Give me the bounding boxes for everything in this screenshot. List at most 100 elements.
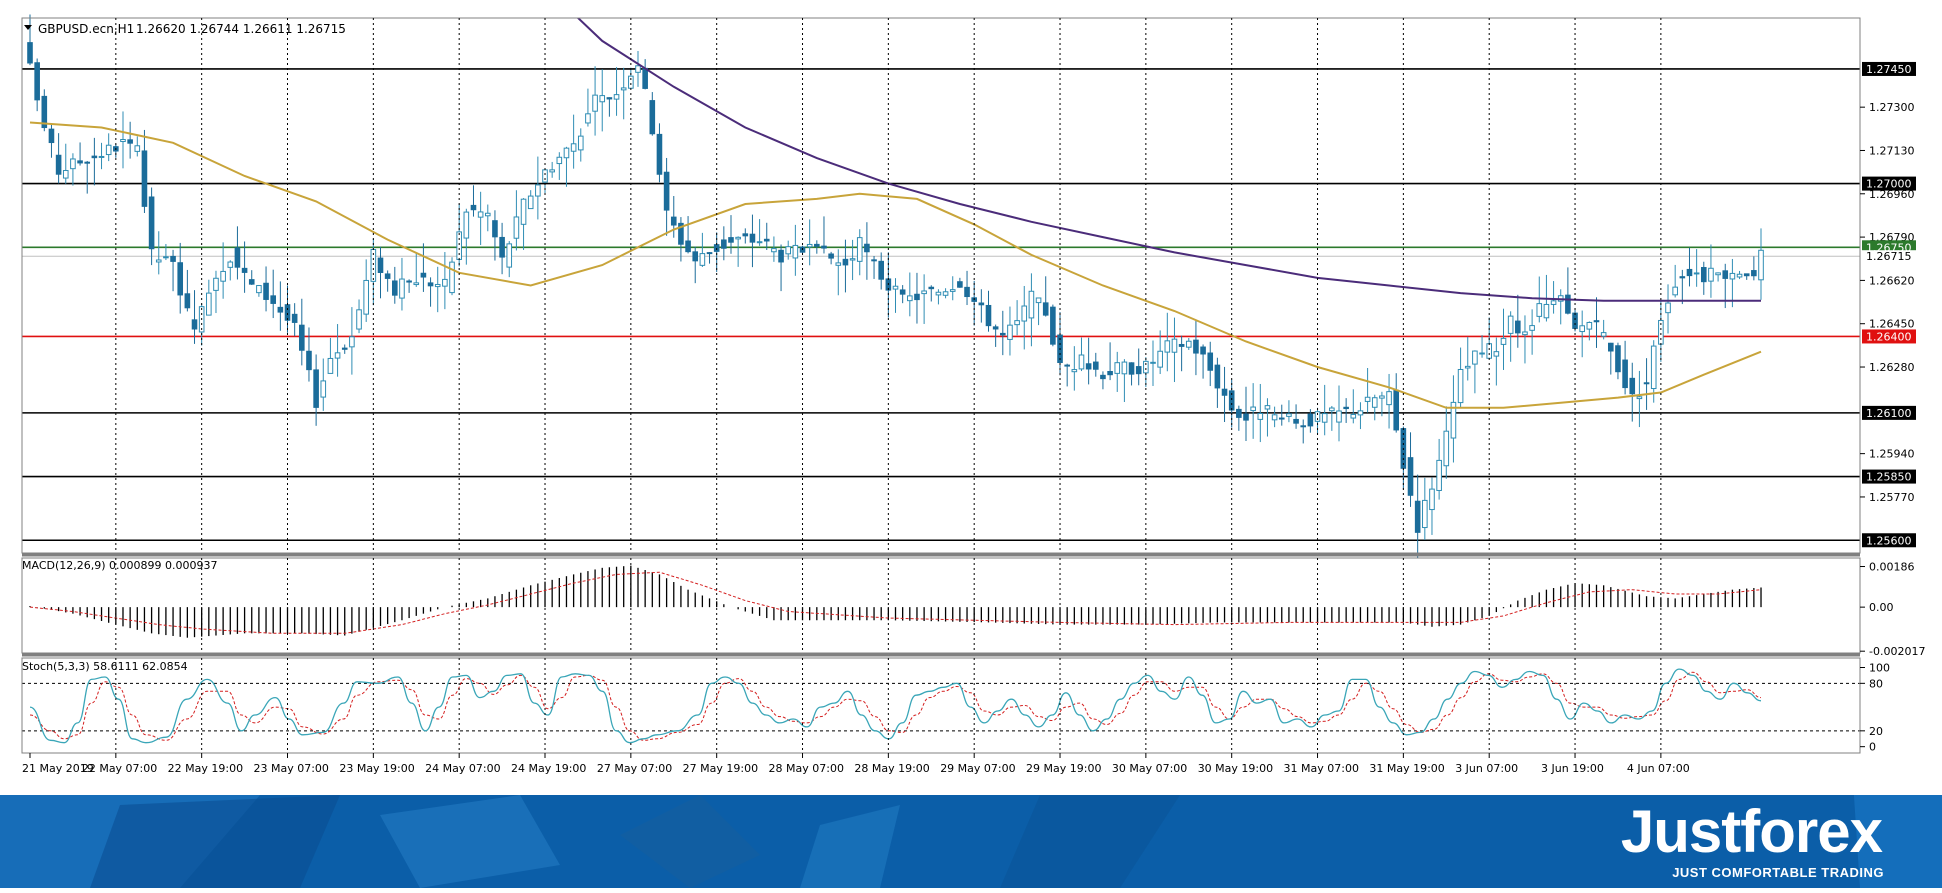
candle[interactable]: [1393, 373, 1400, 433]
candle[interactable]: [384, 270, 391, 292]
candle[interactable]: [964, 270, 970, 306]
candle[interactable]: [992, 324, 999, 347]
candle[interactable]: [163, 243, 169, 261]
candle[interactable]: [520, 198, 527, 250]
candle[interactable]: [1278, 404, 1285, 426]
candle[interactable]: [957, 277, 963, 288]
candle[interactable]: [1264, 398, 1271, 437]
candle[interactable]: [656, 123, 663, 183]
candle[interactable]: [84, 160, 91, 194]
candle[interactable]: [613, 67, 620, 116]
candle[interactable]: [1021, 285, 1028, 350]
candle[interactable]: [1071, 346, 1078, 391]
candle[interactable]: [1357, 402, 1364, 430]
candle[interactable]: [1472, 350, 1478, 394]
candle[interactable]: [499, 222, 505, 275]
candle[interactable]: [892, 278, 899, 313]
candle[interactable]: [1150, 340, 1156, 386]
candle[interactable]: [477, 191, 484, 246]
candle[interactable]: [785, 240, 792, 260]
candle[interactable]: [1114, 351, 1121, 392]
candle[interactable]: [434, 266, 441, 313]
candle[interactable]: [227, 260, 234, 281]
candle[interactable]: [828, 251, 834, 265]
candle[interactable]: [1672, 264, 1678, 298]
candle[interactable]: [642, 59, 648, 90]
candle[interactable]: [1515, 294, 1521, 348]
candle[interactable]: [1243, 386, 1249, 442]
candle[interactable]: [835, 249, 842, 296]
candle[interactable]: [184, 269, 191, 312]
candle[interactable]: [728, 215, 734, 254]
candle[interactable]: [1050, 304, 1056, 347]
candle[interactable]: [1650, 340, 1657, 403]
candle[interactable]: [821, 216, 827, 254]
candle[interactable]: [291, 303, 298, 337]
candle[interactable]: [270, 269, 276, 319]
candle[interactable]: [377, 246, 384, 299]
candle[interactable]: [1407, 432, 1414, 507]
candle[interactable]: [864, 222, 870, 280]
candle[interactable]: [1736, 270, 1743, 280]
candle[interactable]: [241, 241, 248, 293]
candle[interactable]: [120, 111, 126, 169]
candle[interactable]: [1200, 344, 1206, 379]
candle[interactable]: [1586, 321, 1593, 341]
macd-signal-line[interactable]: [29, 571, 1762, 634]
candle[interactable]: [1758, 228, 1764, 300]
candle[interactable]: [1257, 383, 1264, 443]
candle[interactable]: [1529, 309, 1535, 355]
candle[interactable]: [1379, 391, 1385, 417]
candle[interactable]: [1715, 272, 1721, 282]
candle[interactable]: [1622, 340, 1628, 395]
candle[interactable]: [1636, 370, 1643, 428]
candle[interactable]: [1157, 330, 1163, 375]
candle[interactable]: [1121, 359, 1128, 403]
candle[interactable]: [1507, 311, 1514, 362]
candle[interactable]: [127, 121, 133, 159]
candle[interactable]: [1579, 310, 1585, 358]
candle[interactable]: [1293, 404, 1299, 429]
candle[interactable]: [1479, 335, 1485, 358]
candle[interactable]: [692, 246, 699, 284]
candle[interactable]: [1729, 258, 1736, 308]
candle[interactable]: [449, 257, 455, 296]
candle[interactable]: [649, 92, 656, 136]
candle[interactable]: [806, 219, 813, 266]
candle[interactable]: [1700, 261, 1707, 295]
stoch-pane[interactable]: [22, 668, 1860, 744]
candle[interactable]: [1007, 306, 1013, 356]
candle[interactable]: [1665, 284, 1671, 334]
candle[interactable]: [1500, 308, 1507, 370]
candle[interactable]: [349, 307, 355, 375]
candle[interactable]: [756, 219, 763, 246]
candle[interactable]: [1164, 312, 1171, 372]
candle[interactable]: [77, 142, 83, 166]
candle[interactable]: [234, 226, 241, 280]
candle[interactable]: [685, 216, 691, 254]
candle[interactable]: [1078, 337, 1085, 372]
candle[interactable]: [842, 239, 849, 293]
candle[interactable]: [1600, 319, 1607, 340]
candle[interactable]: [1557, 289, 1564, 325]
candle[interactable]: [1250, 383, 1256, 439]
candle[interactable]: [635, 51, 641, 87]
candle[interactable]: [663, 157, 670, 236]
candle[interactable]: [670, 196, 677, 238]
candle[interactable]: [1314, 407, 1321, 435]
candle[interactable]: [1629, 362, 1636, 422]
candle[interactable]: [1593, 297, 1600, 348]
candle[interactable]: [399, 257, 405, 311]
candle[interactable]: [113, 144, 119, 158]
candle[interactable]: [749, 214, 756, 268]
candle[interactable]: [1329, 405, 1335, 431]
candle[interactable]: [1643, 358, 1650, 410]
candle[interactable]: [706, 252, 713, 264]
candle[interactable]: [1751, 256, 1757, 281]
candle[interactable]: [155, 231, 162, 275]
candle[interactable]: [492, 210, 498, 261]
candle[interactable]: [856, 229, 863, 276]
candle[interactable]: [1014, 300, 1020, 336]
candle[interactable]: [1422, 477, 1428, 541]
